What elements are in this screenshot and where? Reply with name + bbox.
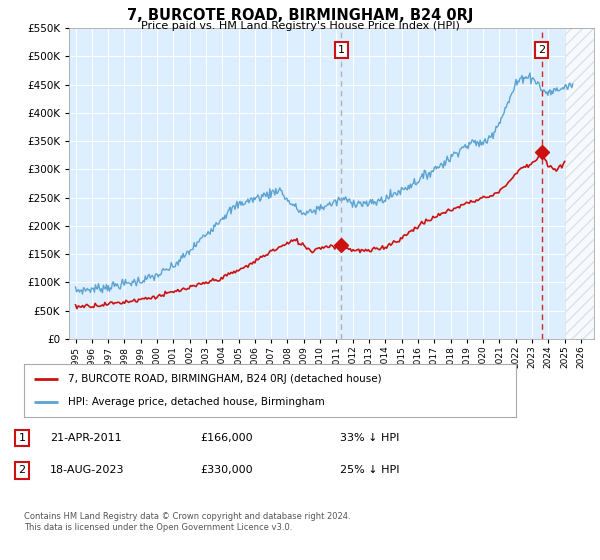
Text: Price paid vs. HM Land Registry's House Price Index (HPI): Price paid vs. HM Land Registry's House … [140,21,460,31]
Text: 1: 1 [19,433,25,443]
Text: HPI: Average price, detached house, Birmingham: HPI: Average price, detached house, Birm… [68,397,325,407]
Bar [565,28,594,339]
Text: Contains HM Land Registry data © Crown copyright and database right 2024.
This d: Contains HM Land Registry data © Crown c… [24,512,350,532]
Text: 7, BURCOTE ROAD, BIRMINGHAM, B24 0RJ: 7, BURCOTE ROAD, BIRMINGHAM, B24 0RJ [127,8,473,24]
Text: £330,000: £330,000 [200,465,253,475]
Text: 7, BURCOTE ROAD, BIRMINGHAM, B24 0RJ (detached house): 7, BURCOTE ROAD, BIRMINGHAM, B24 0RJ (de… [68,374,382,384]
Bar [565,28,594,339]
Text: 2: 2 [538,45,545,55]
Text: 2: 2 [19,465,26,475]
Bar [565,28,594,339]
Text: 21-APR-2011: 21-APR-2011 [50,433,122,443]
Text: £166,000: £166,000 [200,433,253,443]
Text: 25% ↓ HPI: 25% ↓ HPI [340,465,400,475]
Text: 1: 1 [338,45,345,55]
Text: 33% ↓ HPI: 33% ↓ HPI [340,433,400,443]
Text: 18-AUG-2023: 18-AUG-2023 [50,465,125,475]
